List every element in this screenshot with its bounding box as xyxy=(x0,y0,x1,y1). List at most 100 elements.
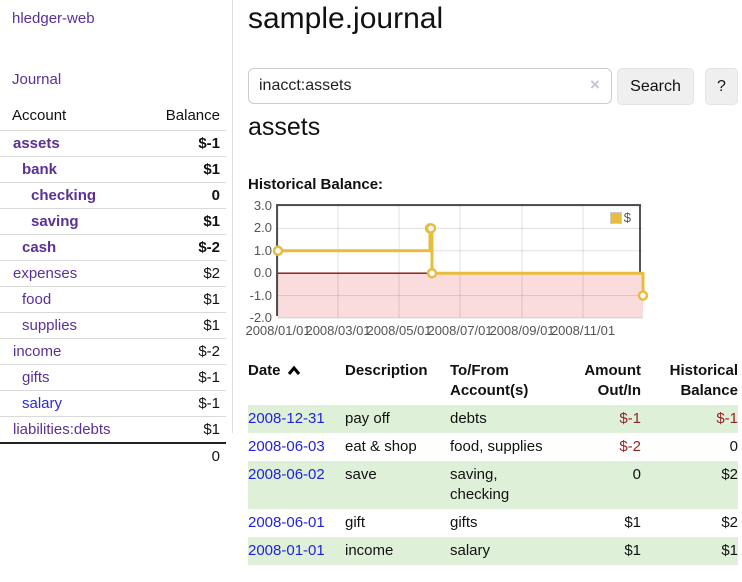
transaction-balance: 0 xyxy=(729,438,738,455)
register-header-balance: Historical Balance xyxy=(669,362,738,399)
chart-x-axis-labels: 2008/01/01 2008/03/01 2008/05/01 2008/07/01… xyxy=(245,323,742,339)
page-title: sample.journal xyxy=(248,2,444,35)
accounts-total-value: 0 xyxy=(136,442,226,469)
sidebar-item-journal[interactable]: Journal xyxy=(12,71,62,88)
clear-search-icon[interactable]: × xyxy=(590,75,600,94)
register-header-amount: Amount Out/In xyxy=(584,362,641,399)
register-header-accounts: To/From Account(s) xyxy=(450,362,529,399)
account-balance: $-1 xyxy=(136,364,226,391)
transaction-accounts: saving, checking xyxy=(450,466,510,503)
account-link-expenses[interactable]: expenses xyxy=(13,265,78,282)
account-row: liabilities:debts $1 xyxy=(0,416,226,443)
account-link-checking[interactable]: checking xyxy=(31,187,97,204)
legend-swatch-icon xyxy=(609,211,622,224)
transaction-description: pay off xyxy=(345,410,390,427)
transaction-balance: $2 xyxy=(721,514,738,531)
transaction-amount: $1 xyxy=(624,514,641,531)
account-balance: $1 xyxy=(136,156,226,183)
y-tick-label: 3.0 xyxy=(253,198,272,213)
account-link-assets[interactable]: assets xyxy=(13,135,60,152)
transaction-accounts: food, supplies xyxy=(450,438,543,455)
transaction-balance: $-1 xyxy=(716,410,738,427)
legend-label: $ xyxy=(623,210,631,225)
app-brand-link[interactable]: hledger-web xyxy=(12,10,95,27)
account-balance: $1 xyxy=(136,286,226,313)
accounts-total-row: 0 xyxy=(0,442,226,469)
sort-ascending-icon xyxy=(287,362,301,382)
account-link-cash[interactable]: cash xyxy=(22,239,57,256)
transaction-accounts: debts xyxy=(450,410,487,427)
accounts-header-account: Account xyxy=(12,107,67,124)
chart-legend: $ xyxy=(607,209,633,226)
y-tick-label: 0.0 xyxy=(253,265,272,281)
register-row: 2008-06-02 save saving, checking 0 $2 xyxy=(248,461,738,509)
register-row: 2008-06-01 gift gifts $1 $2 xyxy=(248,509,738,537)
transaction-amount: $1 xyxy=(624,542,641,559)
chart-title: Historical Balance: xyxy=(248,176,384,193)
accounts-header-balance: Balance xyxy=(165,107,220,124)
account-balance: $1 xyxy=(136,416,226,443)
transaction-date-link[interactable]: 2008-06-01 xyxy=(248,514,325,531)
x-tick-label: 2008/11/01 xyxy=(550,323,616,338)
transaction-description: save xyxy=(345,466,377,483)
account-balance: $-2 xyxy=(136,234,226,261)
transaction-description: income xyxy=(345,542,394,559)
account-row: gifts $-1 xyxy=(0,364,226,391)
transaction-description: gift xyxy=(345,514,366,531)
account-link-income[interactable]: income xyxy=(13,343,62,360)
transaction-date-link[interactable]: 2008-01-01 xyxy=(248,542,325,559)
transaction-balance: $1 xyxy=(721,542,738,559)
search-form: × Search ? xyxy=(248,68,742,105)
account-link-food[interactable]: food xyxy=(22,291,52,308)
account-row: cash $-2 xyxy=(0,234,226,261)
account-balance: $-2 xyxy=(136,338,226,365)
account-row: income $-2 xyxy=(0,338,226,365)
x-tick-label: 2008/09/01 xyxy=(489,323,555,338)
transaction-balance: $2 xyxy=(721,466,738,483)
account-link-salary[interactable]: salary xyxy=(22,395,63,412)
main-content: sample.journal × Search ? assets Histori… xyxy=(245,0,742,565)
account-balance: $2 xyxy=(136,260,226,287)
account-row: bank $1 xyxy=(0,156,226,183)
account-link-gifts[interactable]: gifts xyxy=(22,369,50,386)
transaction-date-link[interactable]: 2008-06-02 xyxy=(248,466,325,483)
transaction-description: eat & shop xyxy=(345,438,417,455)
account-heading: assets xyxy=(248,113,321,141)
sidebar: hledger-web Journal Account Balance asse… xyxy=(0,0,232,469)
search-button[interactable]: Search xyxy=(617,68,694,105)
account-balance: $-1 xyxy=(136,130,226,157)
account-link-supplies[interactable]: supplies xyxy=(22,317,78,334)
transaction-amount: $-2 xyxy=(619,438,641,455)
register-header-date[interactable]: Date xyxy=(248,356,345,405)
transaction-date-link[interactable]: 2008-06-03 xyxy=(248,438,325,455)
y-tick-label: -1.0 xyxy=(249,287,272,303)
transaction-amount: 0 xyxy=(632,466,641,483)
accounts-table: Account Balance assets $-1 bank $1 check… xyxy=(0,104,226,469)
register-row: 2008-12-31 pay off debts $-1 $-1 xyxy=(248,405,738,433)
transaction-accounts: gifts xyxy=(450,514,478,531)
account-row: salary $-1 xyxy=(0,390,226,417)
account-link-bank[interactable]: bank xyxy=(22,161,58,178)
account-balance: $1 xyxy=(136,312,226,339)
account-row: checking 0 xyxy=(0,182,226,209)
account-link-liabilities-debts[interactable]: liabilities:debts xyxy=(13,421,111,438)
account-row: supplies $1 xyxy=(0,312,226,339)
transaction-date-link[interactable]: 2008-12-31 xyxy=(248,410,325,427)
y-tick-label: -2.0 xyxy=(249,310,272,325)
account-row: assets $-1 xyxy=(0,130,226,157)
transaction-amount: $-1 xyxy=(619,410,641,427)
account-row: expenses $2 xyxy=(0,260,226,287)
account-link-saving[interactable]: saving xyxy=(31,213,79,230)
historical-balance-chart: 3.0 2.0 1.0 0.0 -1.0 -2.0 $ 2008/01/01 2008/03… xyxy=(245,198,742,343)
y-tick-label: 2.0 xyxy=(253,220,272,236)
search-input[interactable] xyxy=(248,68,612,104)
help-button[interactable]: ? xyxy=(705,68,738,105)
x-tick-label: 2008/03/01 xyxy=(305,323,371,338)
register-row: 2008-01-01 income salary $1 $1 xyxy=(248,537,738,565)
transaction-accounts: salary xyxy=(450,542,491,559)
sidebar-divider xyxy=(232,0,233,433)
x-tick-label: 2008/05/01 xyxy=(366,323,432,338)
register-table: Date Description To/From Account(s) Amou… xyxy=(248,356,738,565)
x-tick-label: 2008/01/01 xyxy=(245,323,311,338)
register-header-description: Description xyxy=(345,362,428,379)
